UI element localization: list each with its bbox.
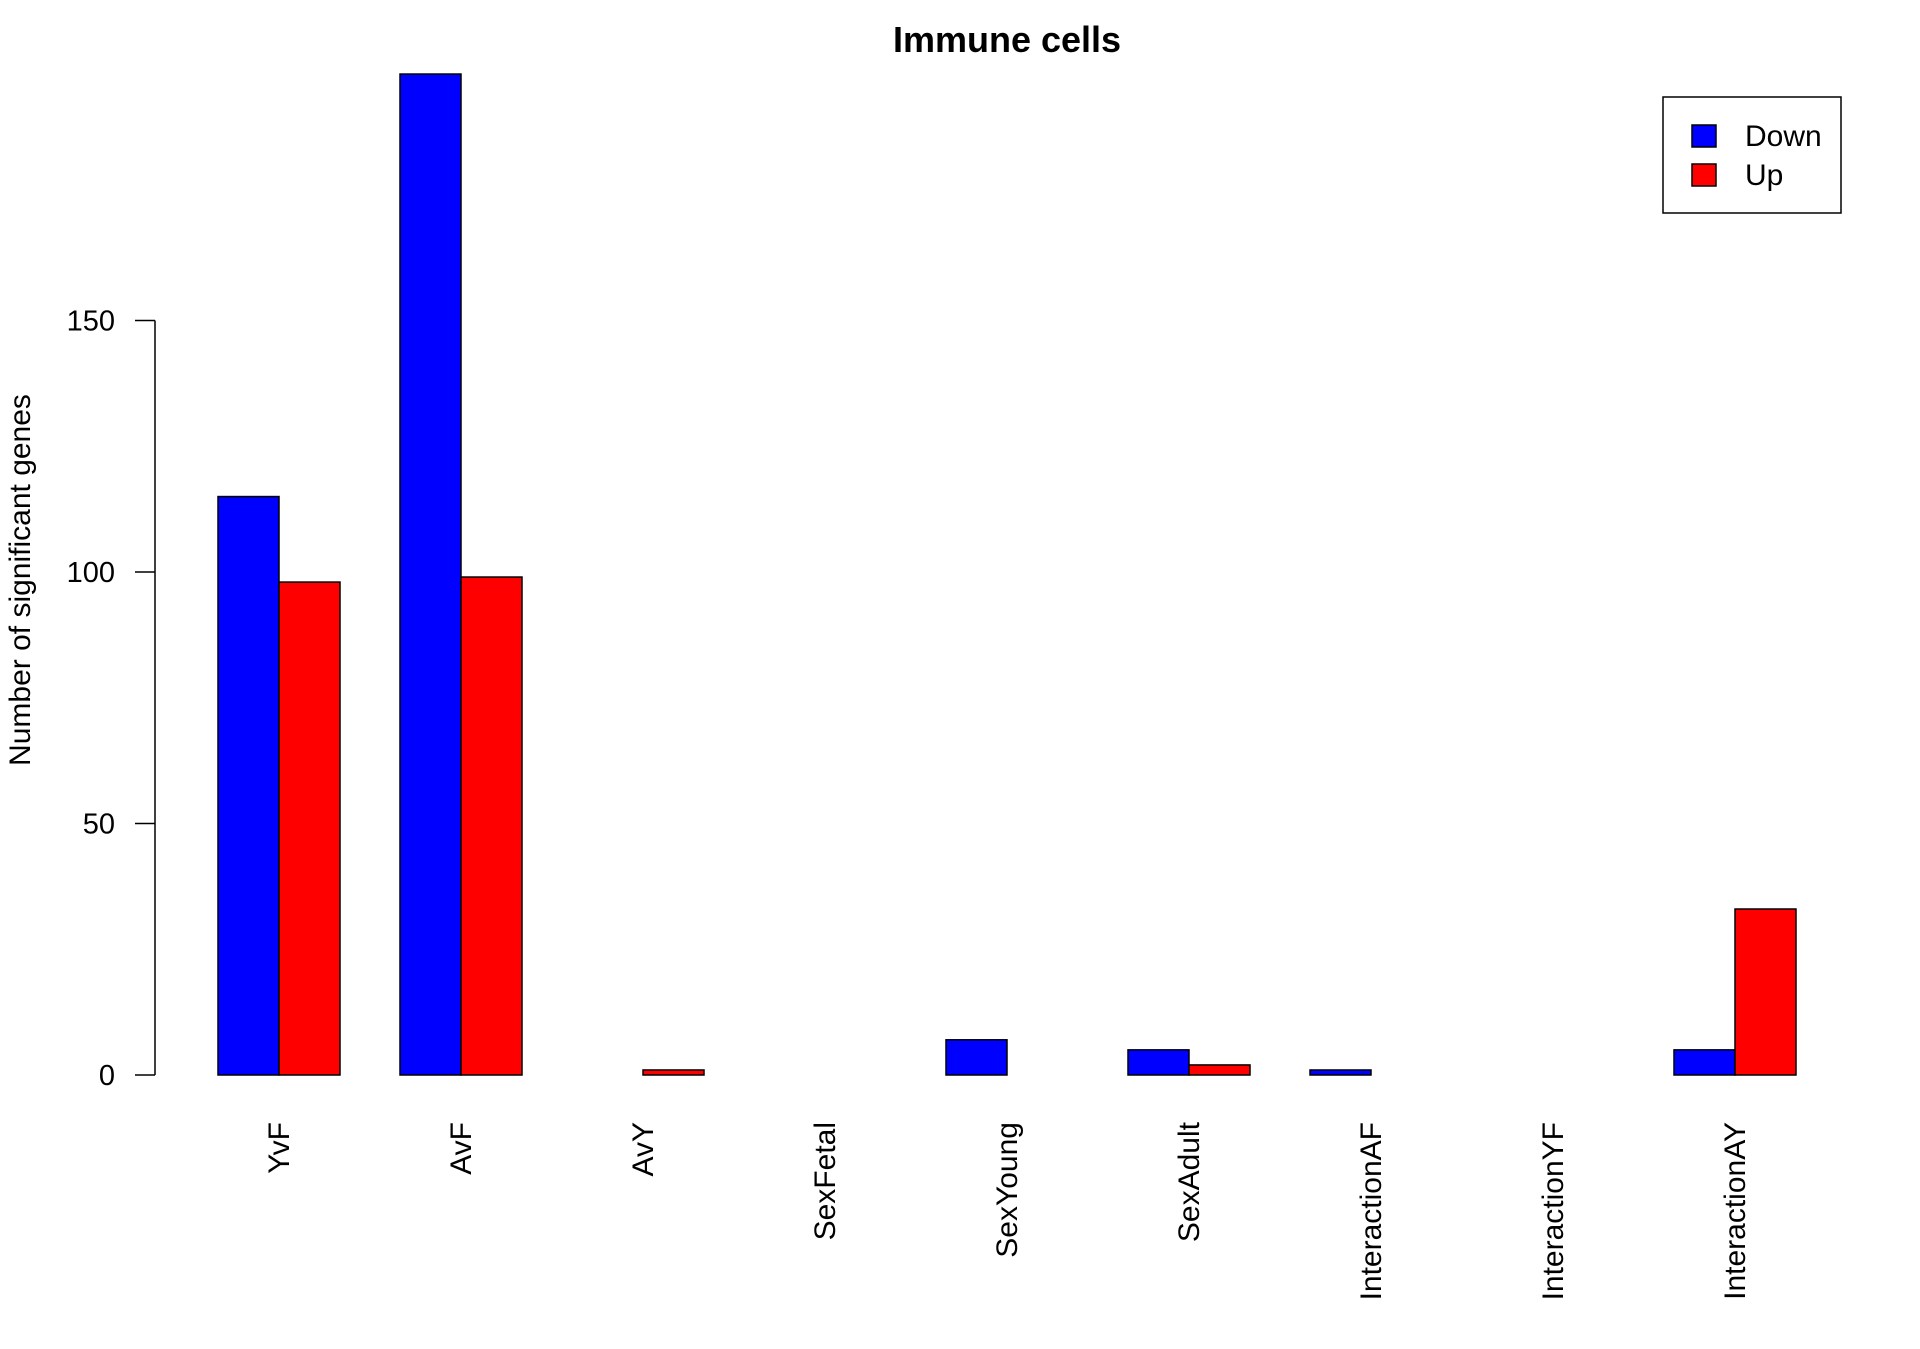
bar-down-interactionay xyxy=(1673,1049,1736,1076)
category-labels: YvF AvF AvY SexFetal SexYoung SexAdult Interac… xyxy=(263,1121,1752,1300)
legend-swatch-down xyxy=(1691,124,1717,148)
category-label: YvF xyxy=(263,1122,296,1174)
category-label: AvY xyxy=(627,1122,660,1176)
legend-label-down: Down xyxy=(1745,120,1822,153)
bar-up-avf xyxy=(460,576,523,1076)
bar-up-sexadult xyxy=(1188,1064,1251,1076)
category-label: InteractionYF xyxy=(1537,1122,1570,1300)
bar-down-sexyoung xyxy=(945,1039,1008,1076)
legend-swatch-up xyxy=(1691,163,1717,187)
y-tick-label: 100 xyxy=(67,557,115,589)
bars-group xyxy=(217,73,1797,1076)
category-label: SexAdult xyxy=(1173,1121,1206,1242)
legend: Down Up xyxy=(1662,96,1842,214)
category-label: SexYoung xyxy=(991,1122,1024,1258)
y-tick-label: 150 xyxy=(67,306,115,338)
bar-up-interactionay xyxy=(1734,908,1797,1076)
bar-down-sexadult xyxy=(1127,1049,1190,1076)
category-label: SexFetal xyxy=(809,1122,842,1240)
bar-down-yvf xyxy=(217,495,280,1076)
y-axis-label: Number of significant genes xyxy=(4,394,37,766)
bar-up-avy xyxy=(642,1069,705,1076)
y-tick-label: 0 xyxy=(99,1060,115,1092)
bar-down-avf xyxy=(399,73,462,1076)
legend-label-up: Up xyxy=(1745,159,1783,192)
chart-title: Immune cells xyxy=(893,19,1121,60)
bar-up-yvf xyxy=(278,581,341,1076)
category-label: AvF xyxy=(445,1122,478,1175)
y-tick-label: 50 xyxy=(83,809,115,841)
y-axis: 0 50 100 150 xyxy=(67,306,156,1092)
category-label: InteractionAF xyxy=(1355,1122,1388,1300)
category-label: InteractionAY xyxy=(1719,1122,1752,1300)
bar-down-interactionaf xyxy=(1309,1069,1372,1076)
legend-box xyxy=(1662,96,1842,214)
